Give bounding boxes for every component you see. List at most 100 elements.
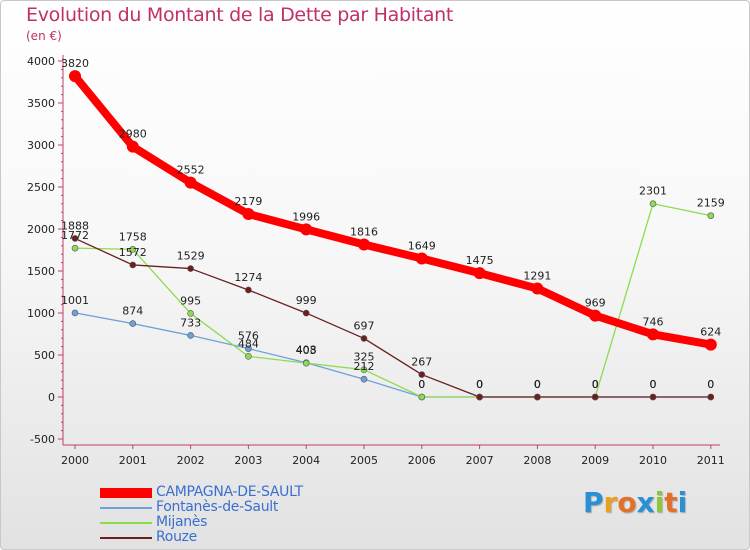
data-point-3 [129,261,137,269]
data-label-3: 0 [707,378,714,391]
data-point-3 [245,286,252,294]
data-point-3 [71,235,79,242]
x-tick-label: 2006 [408,454,436,467]
y-tick-label: 1000 [27,307,55,320]
data-label-3: 999 [296,294,317,307]
data-point-2 [187,310,194,317]
data-label-2: 0 [418,378,425,391]
data-point-0 [300,223,313,236]
y-tick-label: 4000 [27,55,55,68]
legend-label-campagna: CAMPAGNA-DE-SAULT [156,484,303,500]
data-point-3 [476,393,483,401]
data-point-0 [531,282,544,295]
data-label-2: 403 [296,344,317,357]
legend-label-fontanes: Fontanès-de-Sault [156,499,279,515]
data-label-0: 624 [700,326,721,339]
data-point-0 [358,238,370,251]
data-point-3 [302,309,310,317]
data-label-1: 0 [476,378,483,391]
y-tick-label: 2000 [27,223,55,236]
data-point-2 [129,246,137,253]
proxiti-logo: Proxiti [583,486,687,519]
y-tick-label: 500 [34,349,55,362]
data-label-2: 325 [354,351,375,364]
data-point-0 [473,267,486,280]
y-tick-label: 0 [48,391,55,404]
data-label-0: 969 [585,297,606,310]
data-point-0 [184,176,197,189]
data-label-0: 2552 [177,164,205,177]
data-point-1 [360,375,368,383]
data-point-3 [591,393,599,401]
legend-swatch-mijanes [100,522,152,524]
logo-letter: r [603,486,618,519]
data-label-3: 1529 [177,250,205,263]
data-point-2 [418,393,426,401]
series-line-2 [74,203,712,398]
data-label-1: 874 [122,305,143,318]
data-label-1: 576 [238,330,259,343]
data-label-2: 1772 [61,229,89,242]
data-label-1: 0 [650,378,657,391]
data-label-1: 212 [354,360,375,373]
data-label-3: 0 [476,378,483,391]
data-label-3: 1274 [234,271,262,284]
data-label-2: 0 [476,378,483,391]
series-line-3 [74,237,712,398]
data-point-2 [707,212,715,219]
data-label-1: 733 [180,316,201,329]
data-point-0 [647,328,659,341]
data-point-2 [302,359,310,367]
data-label-2: 2301 [639,185,667,198]
x-tick-label: 2009 [581,454,609,467]
y-tick-label: 2500 [27,181,55,194]
legend-label-rouze: Rouze [156,529,197,545]
x-tick-label: 2005 [350,454,378,467]
data-point-3 [649,393,657,401]
data-point-0 [242,207,255,220]
data-label-2: 0 [592,378,599,391]
data-label-3: 0 [650,378,657,391]
data-label-0: 746 [643,315,664,328]
data-label-1: 1001 [61,294,89,307]
legend-swatch-campagna [100,488,152,498]
x-tick-label: 2008 [523,454,551,467]
data-label-1: 0 [707,378,714,391]
x-tick-label: 2007 [466,454,494,467]
logo-letter: o [617,486,637,519]
data-point-0 [415,252,428,265]
data-label-1: 0 [592,378,599,391]
data-label-0: 1475 [466,254,494,267]
x-tick-label: 2003 [234,454,262,467]
legend-swatch-rouze [100,537,152,539]
data-label-0: 2179 [234,195,262,208]
data-point-2 [649,200,657,208]
data-label-0: 1996 [292,210,320,223]
data-point-2 [245,353,252,360]
data-point-1 [71,309,79,317]
data-label-0: 1649 [408,239,436,252]
data-point-2 [360,366,368,374]
data-point-0 [704,338,717,351]
data-label-2: 0 [534,378,541,391]
data-point-0 [589,309,602,322]
y-tick-label: 3000 [27,139,55,152]
data-label-2: 995 [180,294,201,307]
y-tick-label: 3500 [27,97,55,110]
data-point-3 [360,335,368,342]
data-label-0: 3820 [61,57,89,70]
logo-letter: i [677,486,688,519]
data-label-1: 0 [534,378,541,391]
data-label-3: 0 [534,378,541,391]
data-point-3 [418,371,426,378]
y-tick-label: -500 [30,433,55,446]
data-label-0: 1291 [523,270,551,283]
data-point-0 [126,140,139,153]
data-point-1 [187,332,194,339]
data-label-2: 2159 [697,197,725,210]
logo-letter: i [654,486,665,519]
data-point-1 [129,320,137,327]
x-tick-label: 2000 [61,454,89,467]
logo-letter: t [664,486,678,519]
